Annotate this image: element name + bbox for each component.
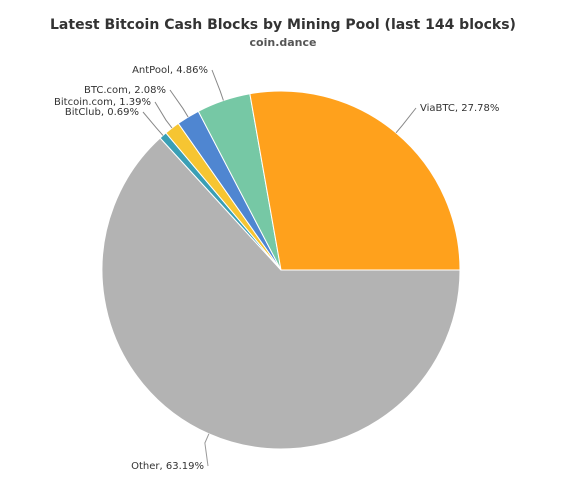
data-label: BitClub, 0.69% (65, 107, 139, 118)
chart-subtitle: coin.dance (250, 36, 317, 49)
connector (142, 111, 164, 136)
data-label: Other, 63.19% (131, 461, 204, 472)
data-label: AntPool, 4.86% (132, 65, 208, 76)
connector (395, 107, 417, 134)
connector (211, 69, 224, 101)
connector (169, 89, 189, 118)
chart-title: Latest Bitcoin Cash Blocks by Mining Poo… (50, 17, 516, 33)
data-label: ViaBTC, 27.78% (420, 103, 499, 114)
pie-slice (249, 90, 461, 271)
connector (154, 101, 173, 129)
data-label: BTC.com, 2.08% (84, 85, 166, 96)
pie-slice (101, 137, 461, 450)
data-label: Bitcoin.com, 1.39% (54, 97, 151, 108)
connector (204, 433, 210, 467)
